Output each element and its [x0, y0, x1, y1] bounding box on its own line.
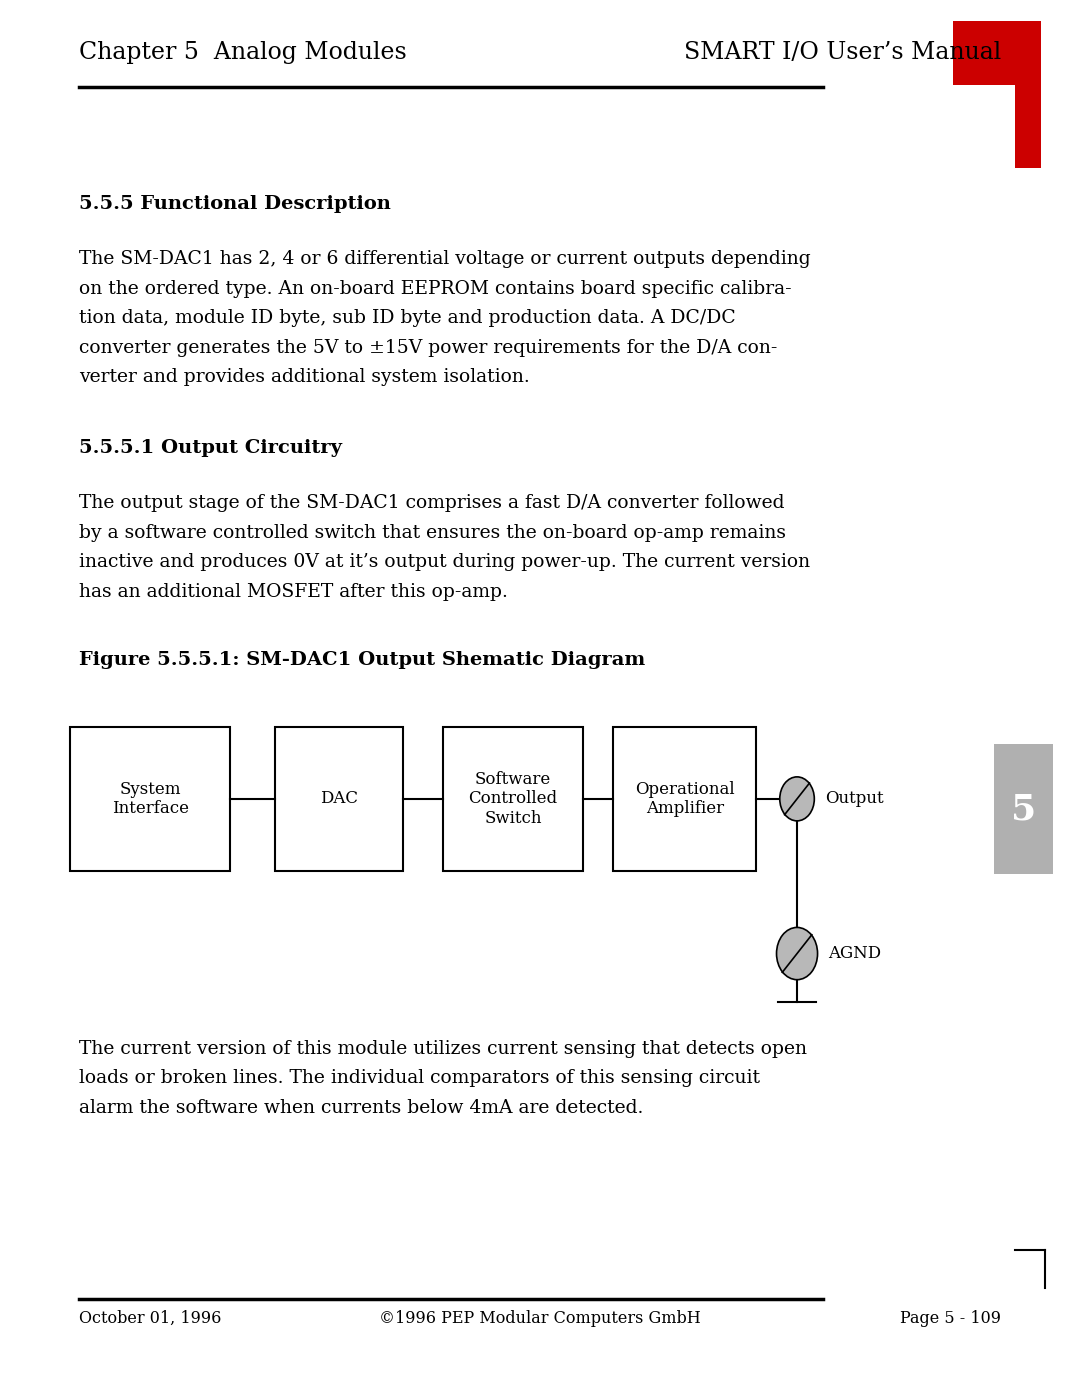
- Text: 5.5.5 Functional Description: 5.5.5 Functional Description: [79, 195, 391, 213]
- Text: ©1996 PEP Modular Computers GmbH: ©1996 PEP Modular Computers GmbH: [379, 1310, 701, 1327]
- Text: converter generates the 5V to ±15V power requirements for the D/A con-: converter generates the 5V to ±15V power…: [79, 338, 778, 356]
- Text: October 01, 1996: October 01, 1996: [79, 1310, 221, 1327]
- Bar: [443, 726, 583, 870]
- Text: Chapter 5  Analog Modules: Chapter 5 Analog Modules: [79, 41, 406, 65]
- Text: The current version of this module utilizes current sensing that detects open: The current version of this module utili…: [79, 1040, 807, 1057]
- Text: 5.5.5.1 Output Circuitry: 5.5.5.1 Output Circuitry: [79, 439, 342, 456]
- Bar: [1015, 85, 1041, 168]
- Text: System
Interface: System Interface: [111, 781, 189, 817]
- Text: AGND: AGND: [828, 945, 881, 962]
- Text: Operational
Amplifier: Operational Amplifier: [635, 781, 734, 817]
- Text: Figure 5.5.5.1: SM-DAC1 Output Shematic Diagram: Figure 5.5.5.1: SM-DAC1 Output Shematic …: [79, 650, 645, 668]
- Bar: [275, 726, 403, 870]
- Bar: [70, 726, 230, 870]
- Text: verter and provides additional system isolation.: verter and provides additional system is…: [79, 368, 529, 386]
- Text: loads or broken lines. The individual comparators of this sensing circuit: loads or broken lines. The individual co…: [79, 1070, 760, 1088]
- Text: inactive and produces 0V at it’s output during power-up. The current version: inactive and produces 0V at it’s output …: [79, 553, 810, 571]
- Text: by a software controlled switch that ensures the on-board op-amp remains: by a software controlled switch that ens…: [79, 524, 786, 542]
- Circle shape: [777, 927, 818, 979]
- Text: has an additional MOSFET after this op-amp.: has an additional MOSFET after this op-a…: [79, 583, 508, 601]
- Text: 5: 5: [1011, 792, 1036, 826]
- Text: alarm the software when currents below 4mA are detected.: alarm the software when currents below 4…: [79, 1099, 644, 1116]
- Text: SMART I/O User’s Manual: SMART I/O User’s Manual: [684, 41, 1001, 65]
- Text: Output: Output: [825, 791, 883, 807]
- Text: tion data, module ID byte, sub ID byte and production data. A DC/DC: tion data, module ID byte, sub ID byte a…: [79, 309, 735, 327]
- Text: DAC: DAC: [320, 791, 359, 807]
- Bar: [994, 744, 1053, 874]
- Text: The output stage of the SM-DAC1 comprises a fast D/A converter followed: The output stage of the SM-DAC1 comprise…: [79, 494, 784, 512]
- Bar: [613, 726, 756, 870]
- Text: Software
Controlled
Switch: Software Controlled Switch: [469, 771, 557, 826]
- Text: The SM-DAC1 has 2, 4 or 6 differential voltage or current outputs depending: The SM-DAC1 has 2, 4 or 6 differential v…: [79, 250, 810, 268]
- Text: Page 5 - 109: Page 5 - 109: [900, 1310, 1001, 1327]
- Text: on the ordered type. An on-board EEPROM contains board specific calibra-: on the ordered type. An on-board EEPROM …: [79, 279, 792, 297]
- Circle shape: [780, 777, 814, 821]
- Bar: [953, 21, 1041, 85]
